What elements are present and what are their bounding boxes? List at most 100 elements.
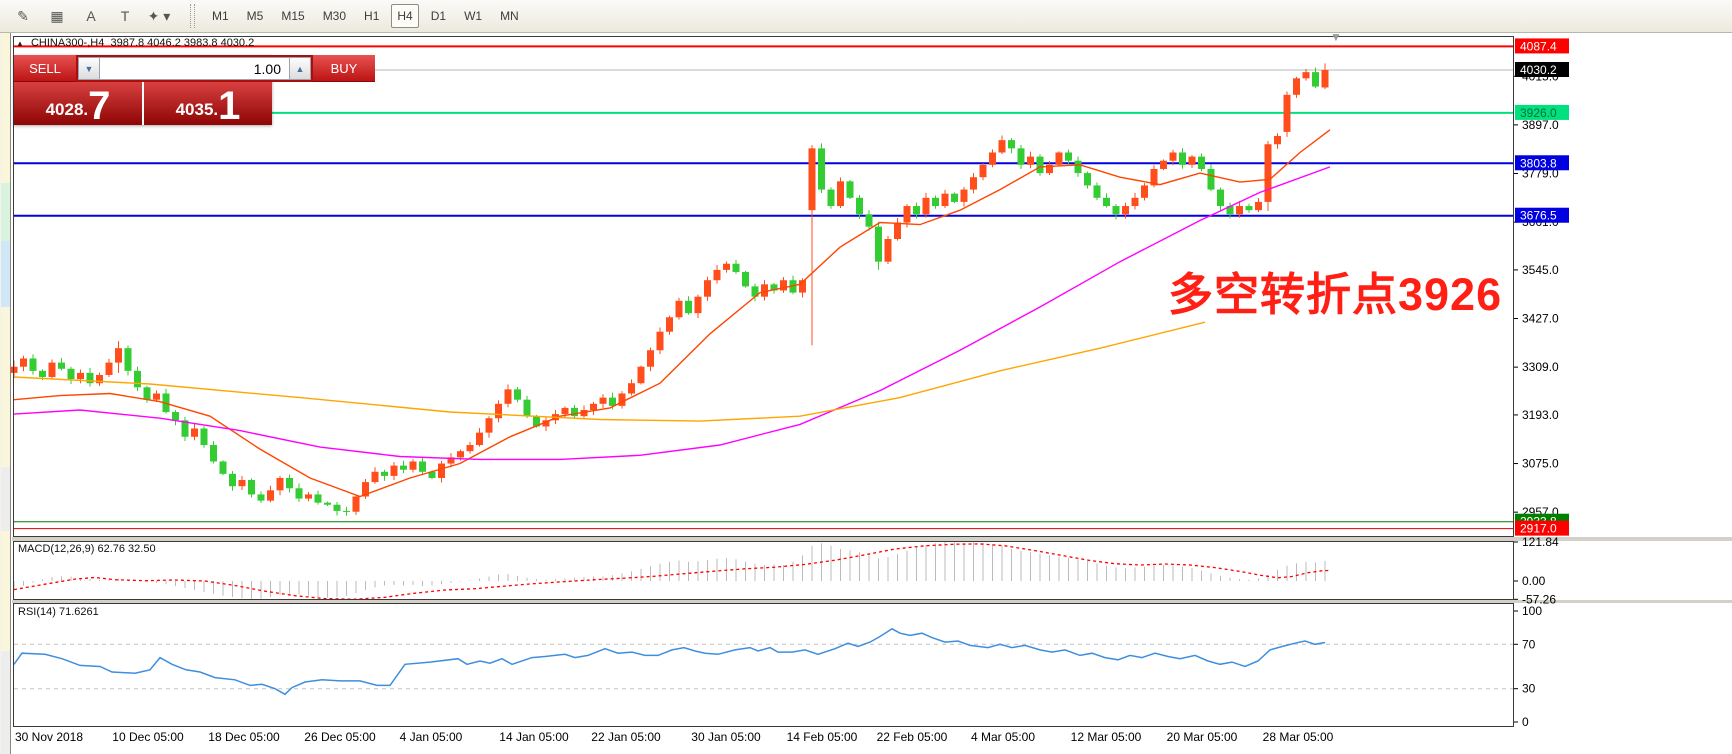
candle (210, 441, 217, 464)
axis-tick: 3075.0 (1522, 457, 1559, 471)
pane-separator[interactable] (12, 537, 1732, 541)
price-badge[interactable]: 2917.0 (1515, 520, 1569, 536)
candle (409, 459, 417, 473)
svg-text:3803.8: 3803.8 (1520, 156, 1557, 170)
candle (1198, 153, 1205, 172)
candle (989, 149, 996, 168)
svg-text:4030.2: 4030.2 (1520, 63, 1557, 77)
candle (865, 210, 873, 231)
tf-button-MN[interactable]: MN (500, 9, 519, 23)
pane-separator[interactable] (12, 600, 1732, 603)
price-badge[interactable]: 4030.2 (1515, 62, 1569, 77)
date-label: 20 Mar 05:00 (1167, 730, 1238, 744)
macd-axis-tick: 0.00 (1522, 574, 1546, 588)
candle (1217, 187, 1224, 211)
tf-button-H1[interactable]: H1 (364, 9, 380, 23)
candle (153, 390, 160, 403)
tf-button-M1[interactable]: M1 (212, 9, 229, 23)
candle (694, 294, 702, 319)
indicator-grid-icon[interactable]: ▦ (50, 7, 64, 24)
candle (960, 186, 968, 207)
candle (637, 365, 645, 385)
candle (371, 467, 379, 484)
candle (1103, 193, 1110, 208)
shapes-tool-icon[interactable]: ✦ ▾ (147, 7, 171, 24)
volume-down-icon[interactable]: ▼ (78, 57, 100, 80)
rsi-label: RSI(14) 71.6261 (18, 606, 99, 618)
date-label: 28 Mar 05:00 (1263, 730, 1334, 744)
buy-price[interactable]: 4035. 1 (144, 82, 272, 126)
left-dock-strip[interactable] (0, 33, 11, 754)
tf-button-W1[interactable]: W1 (464, 9, 483, 23)
candle (29, 354, 37, 375)
candle (105, 358, 113, 377)
dock-segment (1, 33, 10, 183)
candle (1245, 203, 1253, 213)
text-tool-icon[interactable]: A (86, 8, 96, 24)
candle (1122, 202, 1129, 219)
collapse-arrow-icon[interactable]: ▲ (16, 39, 24, 48)
candle (922, 192, 930, 218)
candle (1207, 164, 1215, 192)
volume-up-icon[interactable]: ▲ (289, 57, 311, 80)
candle (751, 283, 759, 302)
candle (172, 410, 179, 426)
sell-button[interactable]: SELL (14, 55, 76, 82)
candle (1112, 204, 1120, 220)
crayon-styles-icon[interactable]: ✎ (17, 7, 29, 24)
tf-button-M15[interactable]: M15 (281, 9, 305, 23)
volume-input[interactable] (100, 57, 289, 80)
candle (1188, 154, 1196, 168)
macd-signal-line (13, 543, 1331, 600)
pane-frame (13, 541, 1514, 600)
candle (324, 501, 331, 506)
candle (134, 366, 141, 392)
candle (1036, 154, 1044, 176)
price-badge[interactable]: 4087.4 (1515, 38, 1569, 54)
volume-stepper: ▼ ▲ (76, 55, 313, 82)
candle (1226, 202, 1234, 219)
candle (219, 460, 227, 476)
chart-annotation-text[interactable]: 多空转折点3926 (1168, 269, 1503, 320)
price-badge[interactable]: 3676.5 (1515, 207, 1569, 223)
date-label: 14 Feb 05:00 (787, 730, 858, 744)
svg-text:3676.5: 3676.5 (1520, 209, 1557, 223)
chart-shift-icon[interactable]: ▼ (1330, 30, 1342, 44)
ma-line-ma-slow (13, 321, 1206, 422)
axis-tick: 3545.0 (1522, 263, 1559, 277)
price-badge[interactable]: 3803.8 (1515, 155, 1569, 171)
macd-label: MACD(12,26,9) 62.76 32.50 (18, 543, 156, 555)
date-label: 4 Jan 05:00 (400, 730, 463, 744)
axis-tick: 3427.0 (1522, 312, 1559, 326)
candle (58, 358, 65, 371)
tf-button-M30[interactable]: M30 (322, 9, 347, 23)
candle (723, 261, 730, 273)
tf-button-M5[interactable]: M5 (246, 9, 264, 23)
tf-button-H4[interactable]: H4 (391, 4, 419, 28)
dock-segment (1, 651, 10, 754)
candle (257, 491, 265, 503)
candle (818, 143, 825, 194)
candle (675, 297, 683, 320)
rsi-axis-tick: 100 (1522, 604, 1542, 618)
axis-tick: 3309.0 (1522, 360, 1559, 374)
buy-button[interactable]: BUY (313, 55, 375, 82)
candle (1017, 144, 1025, 170)
candle (1293, 76, 1300, 98)
candle (96, 372, 103, 386)
candle (1084, 171, 1091, 189)
tf-button-D1[interactable]: D1 (430, 9, 447, 23)
symbol-ohlc: 3987.8 4046.2 3983.8 4030.2 (110, 37, 255, 49)
date-label: 26 Dec 05:00 (304, 730, 376, 744)
sell-price[interactable]: 4028. 7 (14, 82, 144, 126)
price-badge[interactable]: 3926.0 (1515, 104, 1569, 120)
candle (200, 426, 208, 448)
candle (827, 187, 835, 209)
pane-bg (13, 603, 1513, 727)
text-label-tool-icon[interactable]: T (120, 8, 130, 24)
candle (381, 469, 388, 481)
dock-segment (1, 241, 10, 307)
toolbar-grip[interactable] (190, 4, 195, 28)
candle (941, 189, 949, 209)
